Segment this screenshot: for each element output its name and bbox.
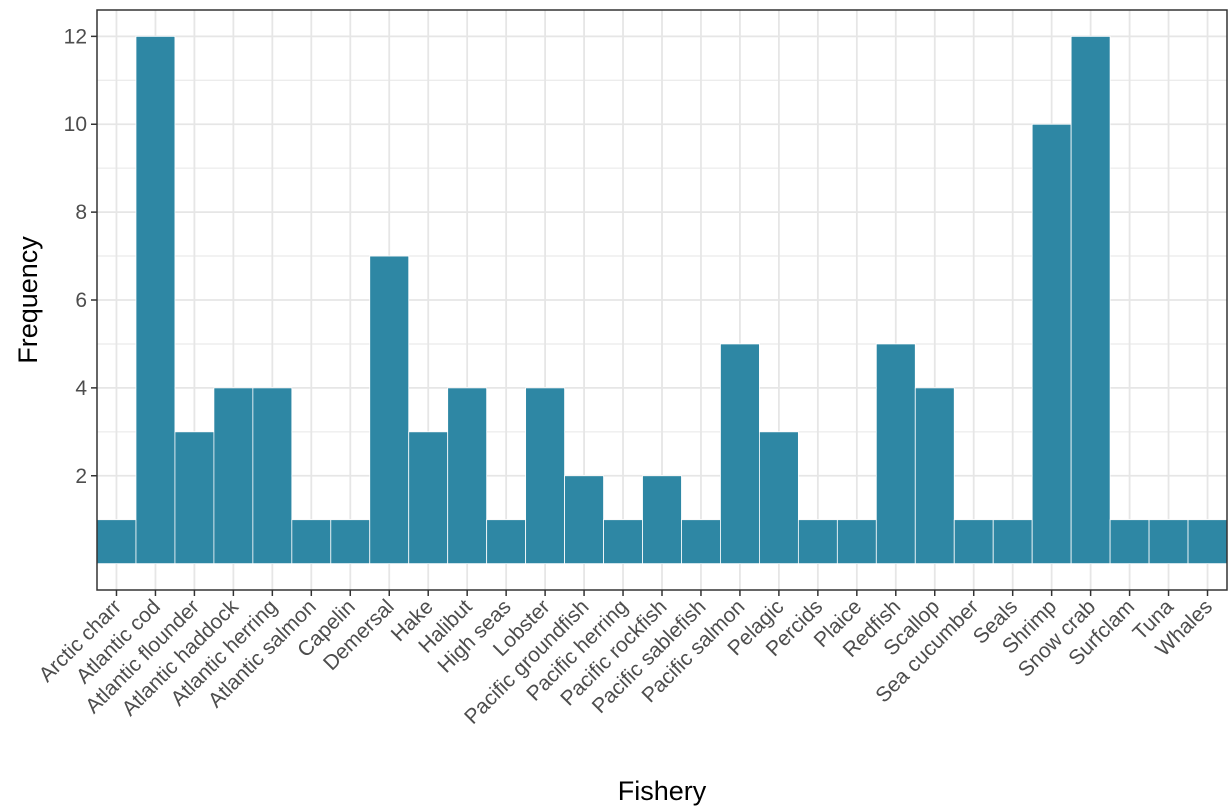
bar (564, 475, 604, 565)
bar (135, 35, 176, 565)
bar (330, 519, 371, 565)
bar (875, 343, 916, 565)
bar (720, 343, 760, 565)
bar (252, 387, 293, 565)
bar (992, 519, 1033, 565)
bar (953, 519, 994, 565)
bar (369, 255, 410, 565)
y-tick-label: 2 (75, 465, 87, 488)
bar (174, 431, 215, 565)
bar (603, 519, 643, 565)
y-tick-label: 6 (75, 289, 87, 312)
bar (447, 387, 488, 565)
bars (96, 35, 1228, 565)
bar (291, 519, 332, 565)
bar (1187, 519, 1228, 565)
y-tick-label: 8 (75, 201, 87, 224)
bar (408, 431, 449, 565)
bar (213, 387, 254, 565)
bar (1109, 519, 1150, 565)
bar (681, 519, 721, 565)
y-tick-label: 12 (64, 25, 87, 48)
x-axis-title: Fishery (618, 776, 707, 806)
bar (914, 387, 955, 565)
y-tick-label: 4 (75, 377, 87, 400)
bar (836, 519, 877, 565)
bar (797, 519, 838, 565)
y-axis-title: Frequency (13, 236, 43, 364)
bar (486, 519, 527, 565)
y-axis: 2 4 6 8 10 12 (64, 25, 97, 488)
bar (1070, 35, 1111, 565)
bar (1148, 519, 1189, 565)
y-tick-label: 10 (64, 113, 87, 136)
bar (96, 519, 137, 565)
bar (759, 431, 799, 565)
bar (1031, 123, 1072, 565)
bar (642, 475, 682, 565)
bar (525, 387, 565, 565)
